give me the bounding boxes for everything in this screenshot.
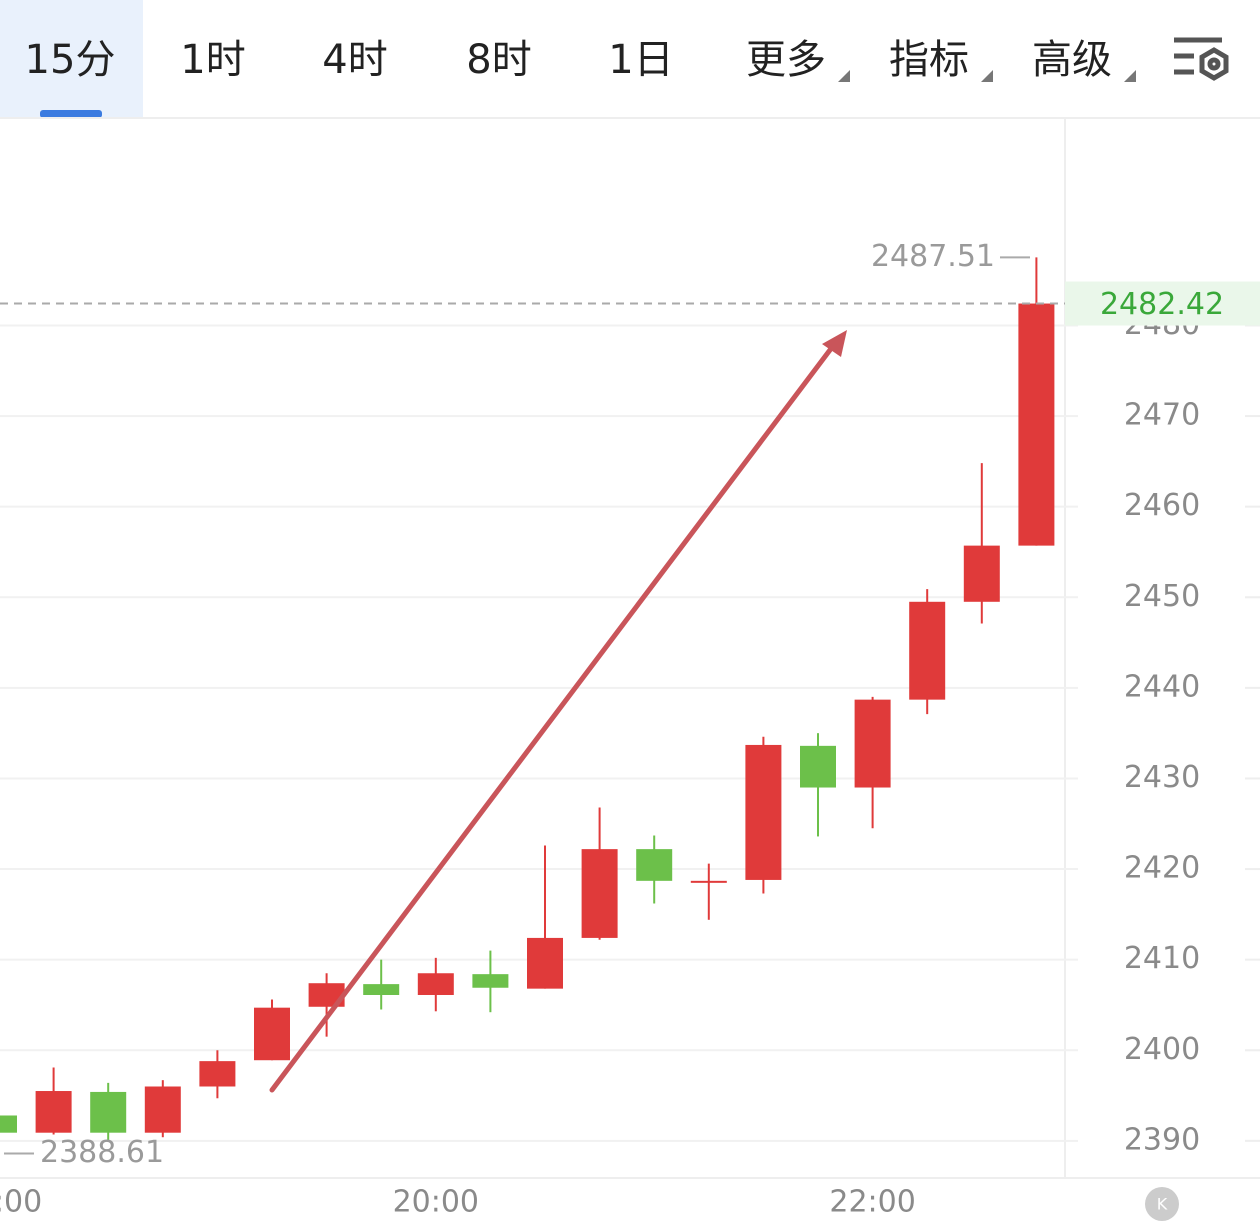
candle-body xyxy=(472,974,509,988)
candle-body xyxy=(417,973,454,995)
k-icon[interactable] xyxy=(1145,1187,1179,1221)
tab-bar: 15分 1时 4时 8时 1日 更多 指标 高级 xyxy=(25,37,1136,83)
tab[interactable]: 4时 xyxy=(322,37,387,83)
y-axis: 2390240024102420243024402450246024702480 xyxy=(1124,307,1200,1157)
candle-body xyxy=(636,849,673,881)
candle-body xyxy=(1018,303,1055,546)
k-icon-glyph: K xyxy=(1157,1195,1168,1214)
candle-body xyxy=(854,699,891,788)
y-tick-label: 2460 xyxy=(1124,488,1200,523)
tab[interactable]: 1时 xyxy=(180,37,245,83)
candle-body xyxy=(963,545,1000,602)
tab[interactable]: 1日 xyxy=(608,37,673,83)
settings-icon[interactable] xyxy=(1174,37,1229,81)
y-tick-label: 2390 xyxy=(1124,1122,1200,1157)
dropdown-caret xyxy=(981,70,993,82)
dropdown-caret xyxy=(838,70,850,82)
trend-arrow xyxy=(269,330,847,1093)
y-tick-label: 2450 xyxy=(1124,579,1200,614)
candle-body xyxy=(909,601,946,700)
selected-tab-bg xyxy=(0,0,143,117)
grid xyxy=(0,324,1260,1142)
y-tick-label: 2430 xyxy=(1124,760,1200,795)
min-label: 2388.61 xyxy=(40,1135,164,1170)
current-price-label: 2482.42 xyxy=(1100,287,1224,322)
y-tick-label: 2440 xyxy=(1124,669,1200,704)
tab[interactable]: 15分 xyxy=(25,37,116,83)
candle-body xyxy=(199,1061,236,1087)
candle-body xyxy=(690,880,727,883)
candle-body xyxy=(745,744,782,880)
candle-body xyxy=(581,849,618,938)
plot xyxy=(0,257,1055,1140)
y-tick-label: 2420 xyxy=(1124,851,1200,886)
candle-body xyxy=(527,937,563,989)
candle-body xyxy=(254,1007,290,1061)
candle-body xyxy=(800,745,836,788)
max-label: 2487.51 xyxy=(871,239,995,274)
current-price-bg xyxy=(1065,281,1260,326)
candle-body xyxy=(144,1086,181,1133)
tab[interactable]: 指标 xyxy=(889,37,969,83)
candle-body xyxy=(0,1115,17,1133)
x-tick-label: 20:00 xyxy=(393,1185,479,1220)
y-tick-label: 2410 xyxy=(1124,941,1200,976)
candle-body xyxy=(363,984,400,995)
candle-body xyxy=(308,983,345,1007)
x-tick-label: 18:00 xyxy=(0,1185,42,1220)
x-tick-label: 22:00 xyxy=(829,1185,915,1220)
candle-body xyxy=(90,1091,127,1133)
y-tick-label: 2400 xyxy=(1124,1032,1200,1067)
tab[interactable]: 高级 xyxy=(1032,37,1112,83)
tab[interactable]: 更多 xyxy=(746,37,826,83)
dropdown-caret xyxy=(1124,70,1136,82)
tab[interactable]: 8时 xyxy=(466,37,531,83)
selected-tab-indicator xyxy=(40,110,102,118)
candle-body xyxy=(35,1091,72,1133)
y-tick-label: 2470 xyxy=(1124,398,1200,433)
